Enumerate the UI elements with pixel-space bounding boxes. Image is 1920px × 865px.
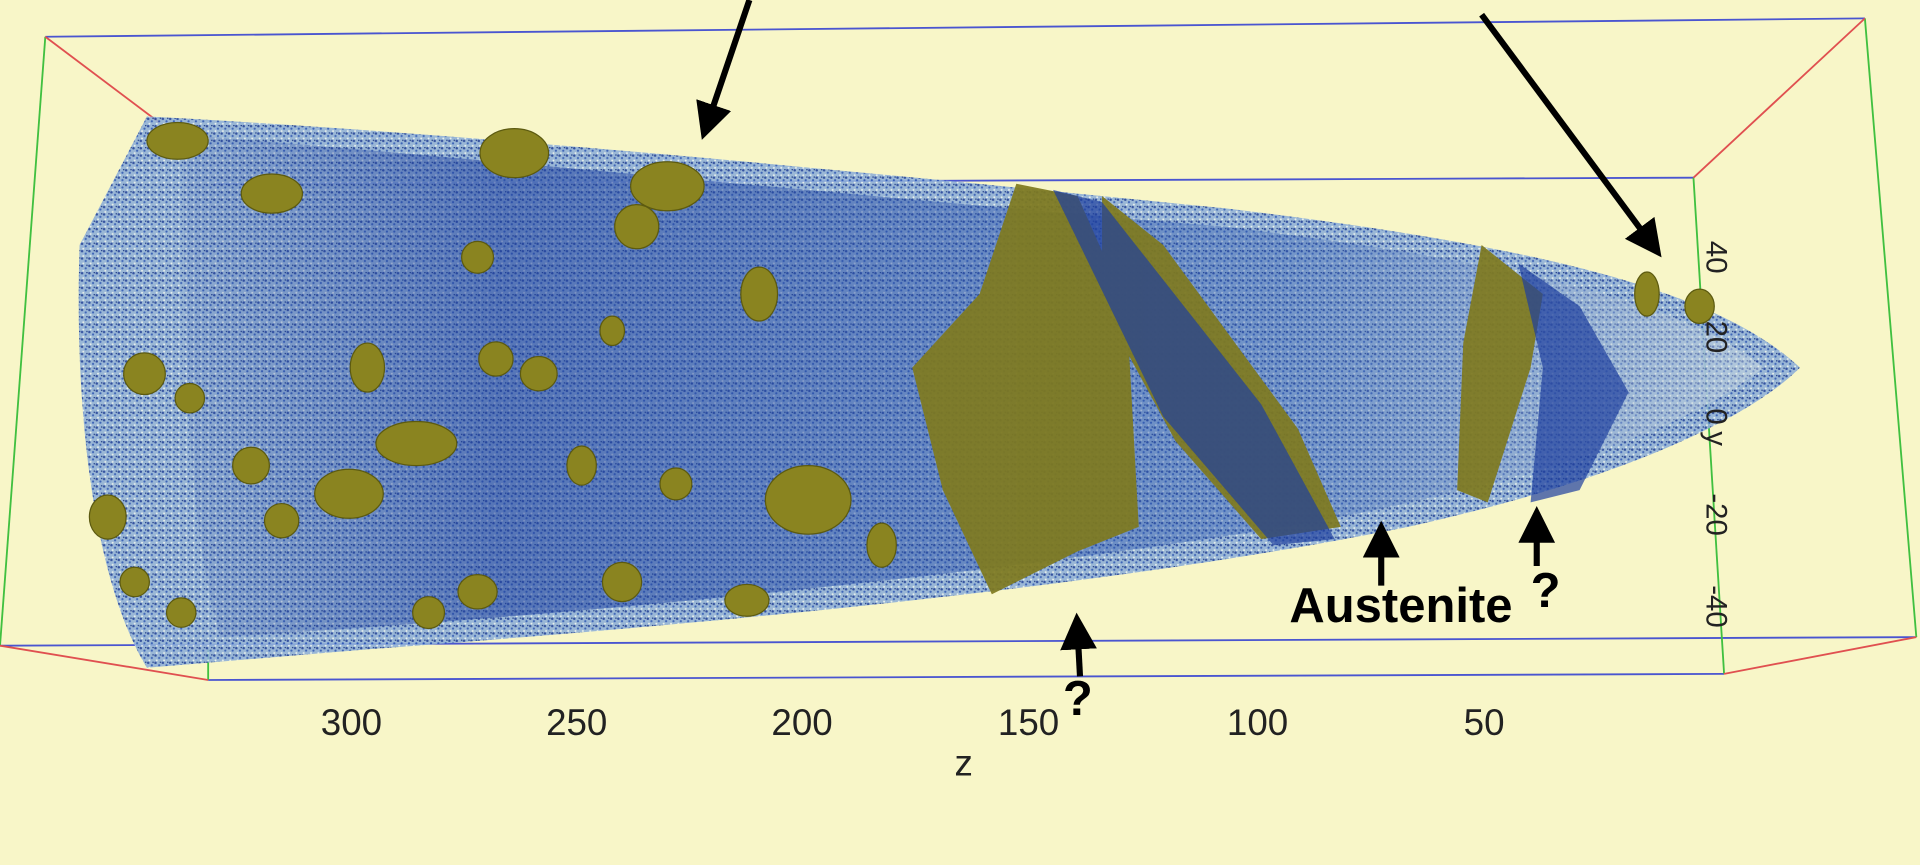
z-tick-label: 200 — [771, 702, 832, 743]
y-tick-label: 40 — [1700, 241, 1733, 274]
y-tick-label: -40 — [1700, 585, 1733, 627]
annotation: Austenite — [1289, 579, 1512, 633]
axis-label: y — [1700, 431, 1733, 446]
z-tick-label: 300 — [321, 702, 382, 743]
y-tick-label: 0 — [1700, 408, 1733, 424]
reconstruction-view: Austenite ? ? z 3002502001501005040200-2… — [0, 0, 1920, 865]
y-tick-label: 20 — [1700, 321, 1733, 354]
annotation: ? — [1531, 564, 1561, 618]
page: Austenite ? ? z 3002502001501005040200-2… — [0, 0, 1920, 865]
z-tick-label: 50 — [1464, 702, 1505, 743]
axis-label: z — [954, 742, 972, 783]
z-tick-label: 100 — [1227, 702, 1288, 743]
y-tick-label: -20 — [1700, 493, 1733, 535]
annotation: ? — [1063, 672, 1093, 726]
z-tick-label: 150 — [998, 702, 1059, 743]
z-tick-label: 250 — [546, 702, 607, 743]
